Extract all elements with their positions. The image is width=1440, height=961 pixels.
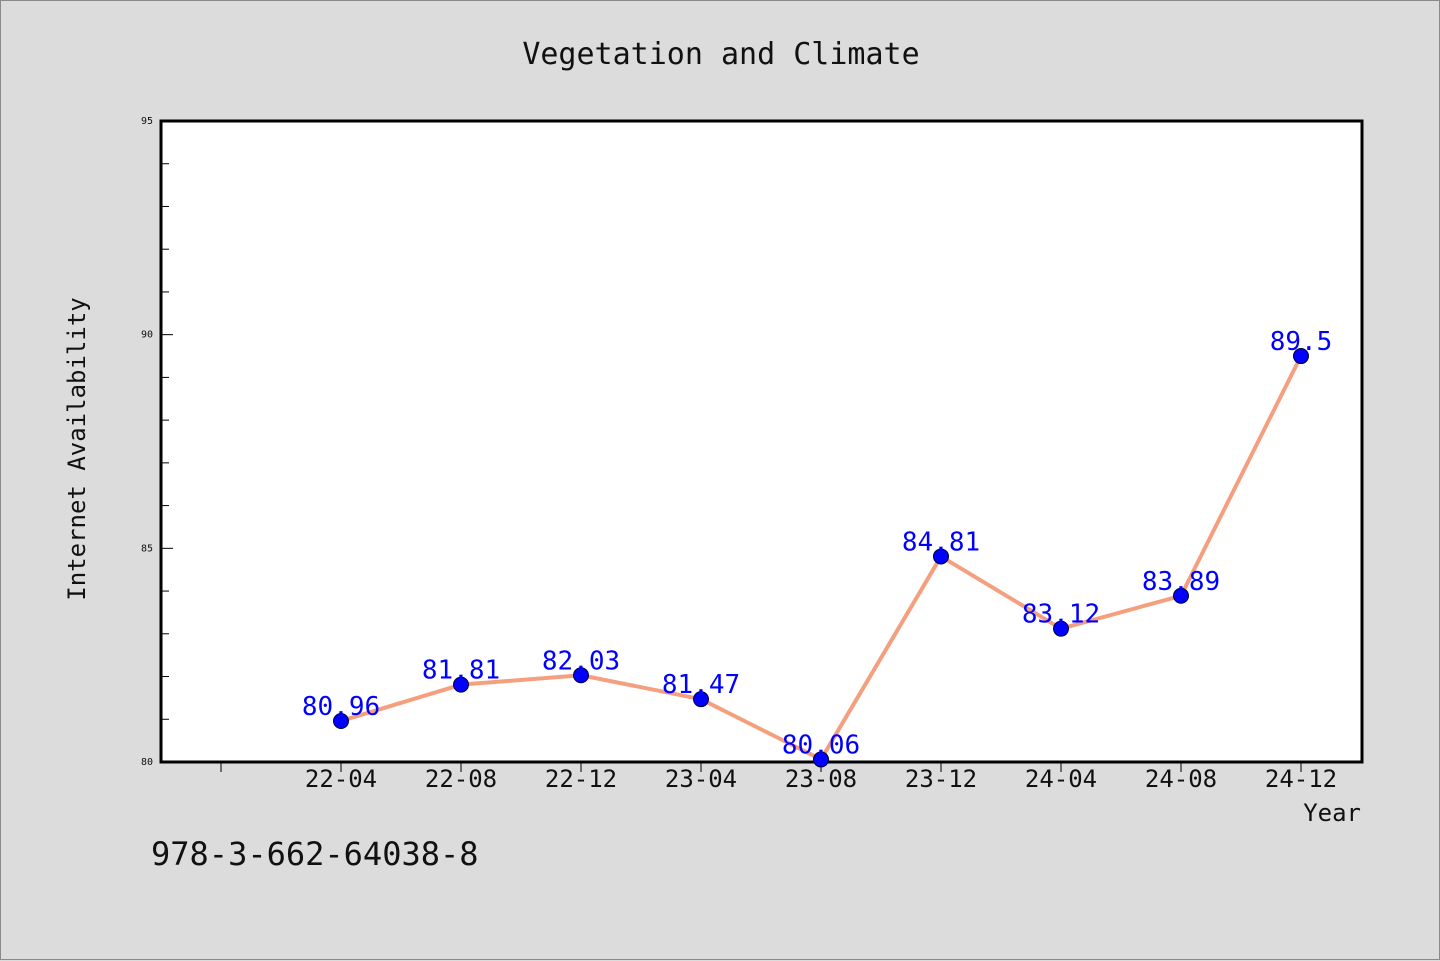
x-tick-label: 24-04 xyxy=(1025,765,1097,793)
y-axis-label: Internet Availability xyxy=(63,297,91,600)
data-point xyxy=(453,676,469,693)
y-tick-label: 80 xyxy=(141,757,153,768)
y-tick-label: 90 xyxy=(141,330,153,341)
plot-area xyxy=(159,119,1364,764)
x-tick-label: 22-04 xyxy=(305,765,377,793)
data-point xyxy=(693,691,709,708)
y-axis: 80 85 90 95 xyxy=(141,116,173,768)
x-axis: 22-04 22-08 22-12 23-04 23-08 23-12 24-04 24-08… xyxy=(220,762,1337,793)
x-tick-label: 23-04 xyxy=(665,765,737,793)
data-point xyxy=(1173,587,1189,604)
x-tick-label: 23-12 xyxy=(905,765,977,793)
data-label: 89.5 xyxy=(1270,327,1333,357)
series-layer xyxy=(333,348,1309,768)
data-label: 80.96 xyxy=(302,692,380,722)
data-label: 80.06 xyxy=(782,730,860,760)
x-tick-label: 23-08 xyxy=(785,765,857,793)
data-label: 81.81 xyxy=(422,656,500,686)
x-tick-label: 22-08 xyxy=(425,765,497,793)
x-tick-label: 24-08 xyxy=(1145,765,1217,793)
data-label: 81.47 xyxy=(662,670,740,700)
data-point xyxy=(1053,620,1069,637)
x-axis-label: Year xyxy=(1303,799,1361,827)
x-tick-label: 22-12 xyxy=(545,765,617,793)
data-label: 83.89 xyxy=(1142,567,1220,597)
y-tick-label: 85 xyxy=(141,543,153,554)
data-label: 82.03 xyxy=(542,646,620,676)
data-point xyxy=(573,667,589,684)
data-point xyxy=(933,548,949,565)
x-tick-label: 24-12 xyxy=(1265,765,1337,793)
data-label: 83.12 xyxy=(1022,600,1100,630)
data-point xyxy=(333,712,349,729)
isbn-annotation: 978-3-662-64038-8 xyxy=(151,835,479,873)
data-point xyxy=(1293,348,1309,365)
data-label-layer: 80.96 81.81 82.03 81.47 80.06 84.81 83.12 83.89… xyxy=(302,327,1332,760)
y-tick-label: 95 xyxy=(141,116,153,127)
data-point xyxy=(813,751,829,768)
chart-title: Vegetation and Climate xyxy=(522,37,919,72)
data-label: 84.81 xyxy=(902,527,980,557)
